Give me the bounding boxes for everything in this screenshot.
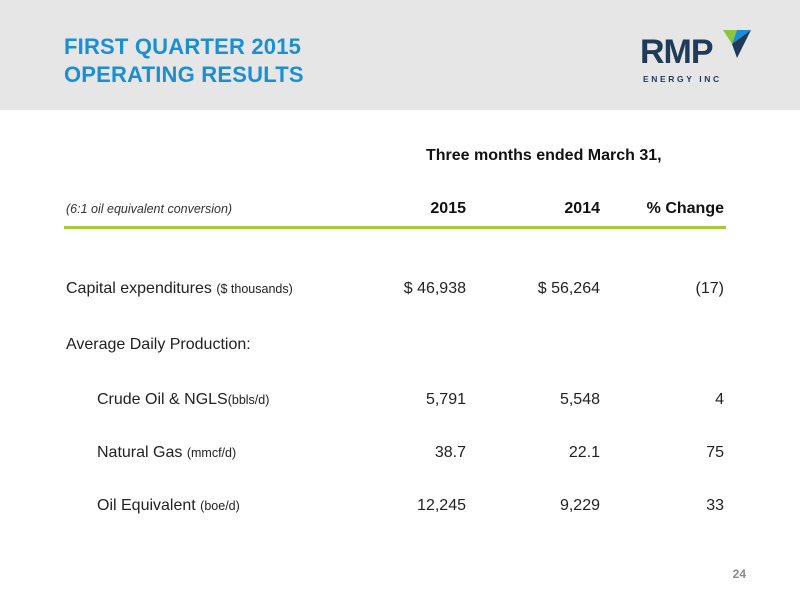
slide-header: FIRST QUARTER 2015 OPERATING RESULTS RMP…	[0, 0, 800, 110]
cell-change: 33	[706, 497, 724, 514]
rmp-v-mark-icon	[723, 30, 751, 58]
row-label-text: Average Daily Production:	[66, 336, 251, 353]
conversion-note: (6:1 oil equivalent conversion)	[66, 202, 233, 216]
logo-wordmark: RMP	[640, 33, 714, 71]
cell-2014: $ 56,264	[537, 280, 600, 297]
cell-2015: 5,791	[425, 391, 466, 408]
cell-2015: 38.7	[434, 444, 466, 461]
row-label: Oil Equivalent (boe/d)	[97, 497, 240, 515]
table-row-average-daily-production: Average Daily Production:	[0, 336, 800, 358]
row-unit: (bbls/d)	[227, 393, 270, 407]
company-logo: RMP ENERGY INC	[635, 30, 751, 92]
cell-2015: 12,245	[417, 497, 466, 514]
row-label: Natural Gas (mmcf/d)	[97, 444, 236, 462]
slide-title: FIRST QUARTER 2015 OPERATING RESULTS	[64, 33, 304, 89]
title-line-2: OPERATING RESULTS	[64, 62, 304, 87]
cell-change: 75	[706, 444, 724, 461]
table-row-capital-expenditures: Capital expenditures ($ thousands) $ 46,…	[0, 280, 800, 302]
row-label-text: Capital expenditures	[66, 280, 212, 297]
title-line-1: FIRST QUARTER 2015	[64, 34, 302, 59]
row-label: Crude Oil & NGLS(bbls/d)	[97, 391, 269, 409]
table-row-natural-gas: Natural Gas (mmcf/d) 38.7 22.1 75	[0, 444, 800, 466]
row-unit: ($ thousands)	[216, 282, 293, 296]
row-label-text: Oil Equivalent	[97, 497, 196, 514]
column-header-2014: 2014	[564, 200, 600, 217]
row-label-text: Crude Oil & NGLS	[97, 391, 228, 408]
logo-tagline: ENERGY INC	[643, 74, 722, 84]
cell-2014: 22.1	[568, 444, 600, 461]
cell-change: (17)	[695, 280, 724, 297]
row-label-text: Natural Gas	[97, 444, 183, 461]
table-row-oil-equivalent: Oil Equivalent (boe/d) 12,245 9,229 33	[0, 497, 800, 519]
row-unit: (boe/d)	[200, 499, 240, 513]
row-unit: (mmcf/d)	[186, 446, 237, 460]
cell-2014: 9,229	[559, 497, 600, 514]
period-header: Three months ended March 31,	[426, 147, 662, 164]
table-row-crude-oil: Crude Oil & NGLS(bbls/d) 5,791 5,548 4	[0, 391, 800, 413]
cell-2015: $ 46,938	[403, 280, 466, 297]
column-header-2015: 2015	[430, 200, 466, 217]
column-header-change: % Change	[646, 200, 724, 217]
page-number: 24	[732, 567, 746, 581]
cell-change: 4	[715, 391, 724, 408]
cell-2014: 5,548	[559, 391, 600, 408]
header-rule	[64, 226, 726, 229]
row-label: Capital expenditures ($ thousands)	[66, 280, 293, 298]
row-label: Average Daily Production:	[66, 336, 251, 354]
